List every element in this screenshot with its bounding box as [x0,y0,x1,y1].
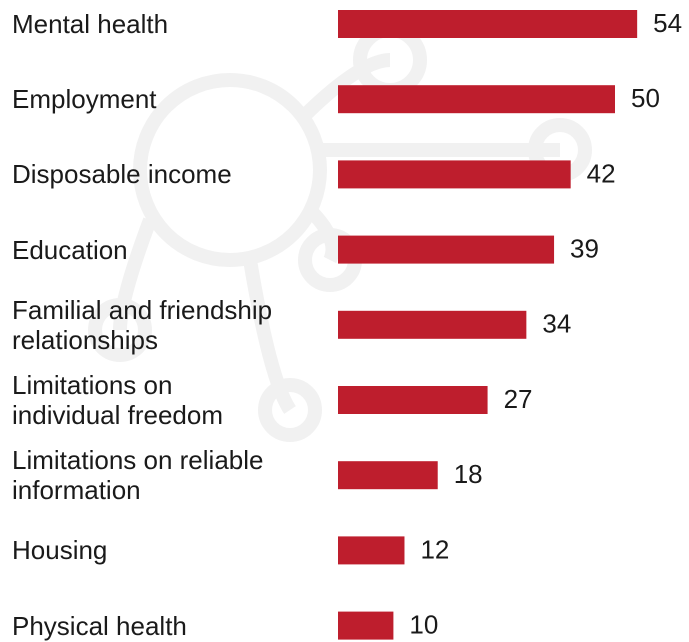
bar [338,160,571,188]
value-label: 10 [409,609,438,639]
category-label: Mental health [12,9,284,39]
value-label: 50 [631,83,660,113]
category-label: Disposable income [12,159,284,189]
value-label: 18 [454,459,483,489]
category-label: Education [12,235,284,265]
category-label: Housing [12,535,284,565]
bar [338,386,488,414]
value-label: 12 [420,534,449,564]
value-label: 27 [504,384,533,414]
category-label: Familial and friendship relationships [12,295,284,355]
category-label: Physical health [12,611,284,641]
bar [338,85,615,113]
value-label: 39 [570,233,599,263]
category-label: Limitations on individual freedom [12,370,284,430]
value-label: 42 [587,158,616,188]
bar [338,311,526,339]
value-label: 54 [653,8,682,38]
chart: 54 50 42 39 34 27 18 12 10 Mental health Employme… [0,0,689,642]
bar [338,236,554,264]
bar [338,612,393,640]
bar [338,461,438,489]
category-label: Limitations on reliable information [12,445,284,505]
category-label: Employment [12,84,284,114]
bar [338,10,637,38]
value-label: 34 [542,309,571,339]
bar [338,536,404,564]
